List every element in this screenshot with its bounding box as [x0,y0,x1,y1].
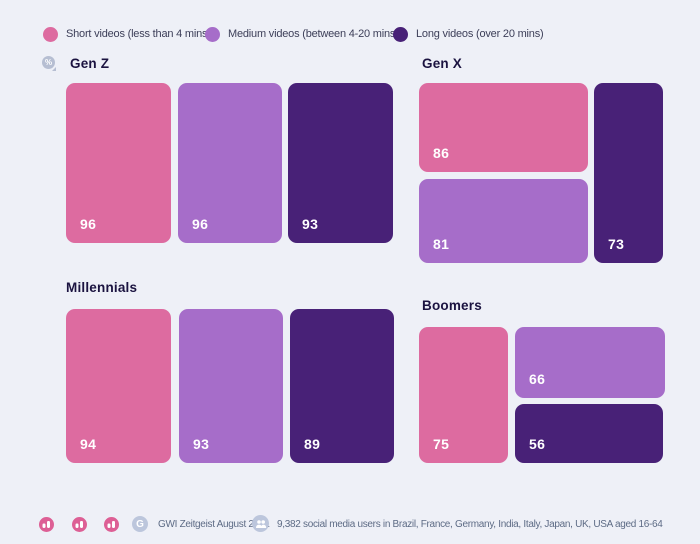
legend-label-medium: Medium videos (between 4-20 mins) [228,28,399,40]
bar-boomers-short-videos: 75 [419,327,508,463]
percent-glyph: % [44,58,53,67]
legend-label-short: Short videos (less than 4 mins) [66,28,211,40]
bar-genz-medium-videos: 96 [178,83,282,243]
mini-chart-badge-icon-3 [104,517,119,532]
bar-value-genz-short: 96 [80,216,97,232]
gwi-logo-glyph: G [136,518,144,530]
bar-value-genz-medium: 96 [192,216,209,232]
bar-value-genz-long: 93 [302,216,319,232]
percent-badge-icon: % [42,56,55,69]
section-title-gen-x: Gen X [422,56,463,71]
bar-genx-short-videos: 86 [419,83,588,172]
mini-chart-badge-icon-2 [72,517,87,532]
bar-millennials-short-videos: 94 [66,309,171,463]
legend-item-short-videos: Short videos (less than 4 mins) [43,26,211,42]
source-text: GWI Zeitgeist August 2021 [158,519,270,530]
audience-icon [252,515,269,532]
bar-value-boomers-medium: 66 [529,371,546,387]
bar-value-boomers-short: 75 [433,436,450,452]
bar-value-genx-short: 86 [433,145,450,161]
bar-genz-short-videos: 96 [66,83,171,243]
legend-item-long-videos: Long videos (over 20 mins) [393,26,544,42]
bar-chart-glyph [75,521,83,528]
section-title-millennials: Millennials [66,280,138,295]
bar-value-genx-medium: 81 [433,236,450,252]
bar-value-millennials-short: 94 [80,436,97,452]
bar-millennials-medium-videos: 93 [179,309,283,463]
bar-boomers-long-videos: 56 [515,404,663,463]
bar-chart-glyph [107,521,115,528]
people-glyph [255,519,266,528]
bar-genx-medium-videos: 81 [419,179,588,263]
legend-label-long: Long videos (over 20 mins) [416,28,544,40]
bar-genx-long-videos: 73 [594,83,663,263]
bar-value-genx-long: 73 [608,236,625,252]
bar-value-millennials-medium: 93 [193,436,210,452]
audience-text: 9,382 social media users in Brazil, Fran… [277,519,663,530]
section-title-boomers: Boomers [422,298,482,313]
bar-chart-glyph [42,521,50,528]
legend-item-medium-videos: Medium videos (between 4-20 mins) [205,26,399,42]
medium-videos-dot-icon [205,26,220,42]
bar-boomers-medium-videos: 66 [515,327,665,398]
short-videos-dot-icon [43,26,58,42]
long-videos-dot-icon [393,26,408,42]
mini-chart-badge-icon-1 [39,517,54,532]
bar-value-millennials-long: 89 [304,436,321,452]
bar-genz-long-videos: 93 [288,83,393,243]
bar-millennials-long-videos: 89 [290,309,394,463]
gwi-logo-icon: G [132,516,148,532]
bar-value-boomers-long: 56 [529,436,546,452]
section-title-gen-z: Gen Z [70,56,110,71]
